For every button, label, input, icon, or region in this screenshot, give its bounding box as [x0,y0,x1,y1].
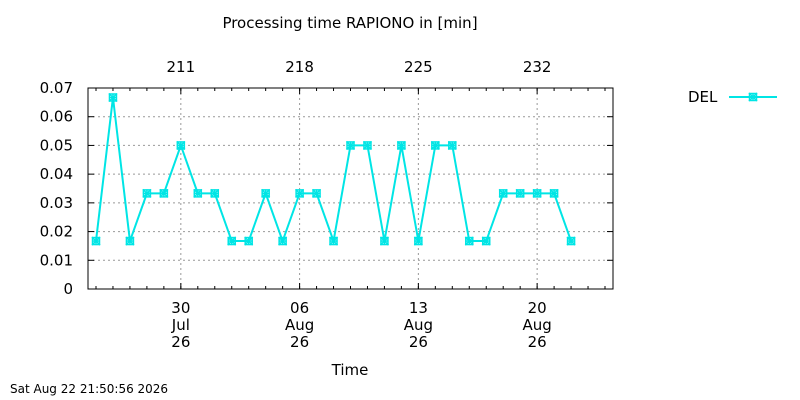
x-tick-label: Aug [404,316,433,334]
axis-layer: 00.010.020.030.040.050.060.0730Jul2606Au… [40,58,614,351]
x-tick-label: 30 [171,299,190,317]
y-tick-label: 0.02 [40,223,73,241]
legend-marker [748,92,758,102]
y-tick-label: 0.05 [40,136,73,154]
data-point [91,236,101,246]
series-line-del [95,96,573,243]
y-tick-label: 0.03 [40,194,73,212]
x-tick-label: Aug [522,316,551,334]
data-point [498,188,508,198]
data-point [379,236,389,246]
data-point [396,140,406,150]
x-axis-label: Time [331,361,369,379]
y-tick-label: 0.04 [40,165,73,183]
data-point [515,188,525,198]
x-tick-label: 26 [409,333,428,351]
data-point [413,236,423,246]
x-tick-label: 20 [528,299,547,317]
x-tick-label: 26 [528,333,547,351]
grid-layer [88,88,613,289]
data-point [108,92,118,103]
data-point [261,188,271,198]
data-point [312,188,322,198]
x-tick-label: 26 [171,333,190,351]
series-layer [91,92,576,246]
data-point [464,236,474,246]
legend-label: DEL [688,88,718,106]
data-point [142,188,152,198]
x2-tick-label: 232 [523,58,552,76]
x-tick-label: 06 [290,299,309,317]
data-point [244,236,254,246]
x2-tick-label: 225 [404,58,433,76]
data-point [176,140,186,150]
data-point [295,188,305,198]
data-point [329,236,339,246]
x-tick-label: 26 [290,333,309,351]
data-point [532,188,542,198]
data-point [210,188,220,198]
data-point [345,140,356,150]
x2-tick-label: 211 [167,58,196,76]
data-point [430,140,440,150]
x2-tick-label: 218 [285,58,314,76]
y-tick-label: 0.07 [40,79,73,97]
data-point [549,188,559,198]
data-point [566,236,576,246]
data-point [227,236,237,246]
y-tick-label: 0.06 [40,108,73,126]
data-point [481,236,491,246]
chart-title: Processing time RAPIONO in [min] [222,14,478,32]
data-point [362,140,372,150]
data-point [447,140,457,150]
x-tick-label: Aug [285,316,314,334]
y-tick-label: 0 [63,280,73,298]
data-point [159,188,169,198]
plot-frame [87,87,614,290]
footer-timestamp: Sat Aug 22 21:50:56 2026 [10,382,169,396]
data-point [278,236,288,246]
x-tick-label: 13 [409,299,428,317]
x-tick-label: Jul [171,316,190,334]
y-tick-label: 0.01 [40,251,73,269]
data-point [193,188,203,198]
data-point [125,236,135,246]
legend-layer [729,92,777,102]
